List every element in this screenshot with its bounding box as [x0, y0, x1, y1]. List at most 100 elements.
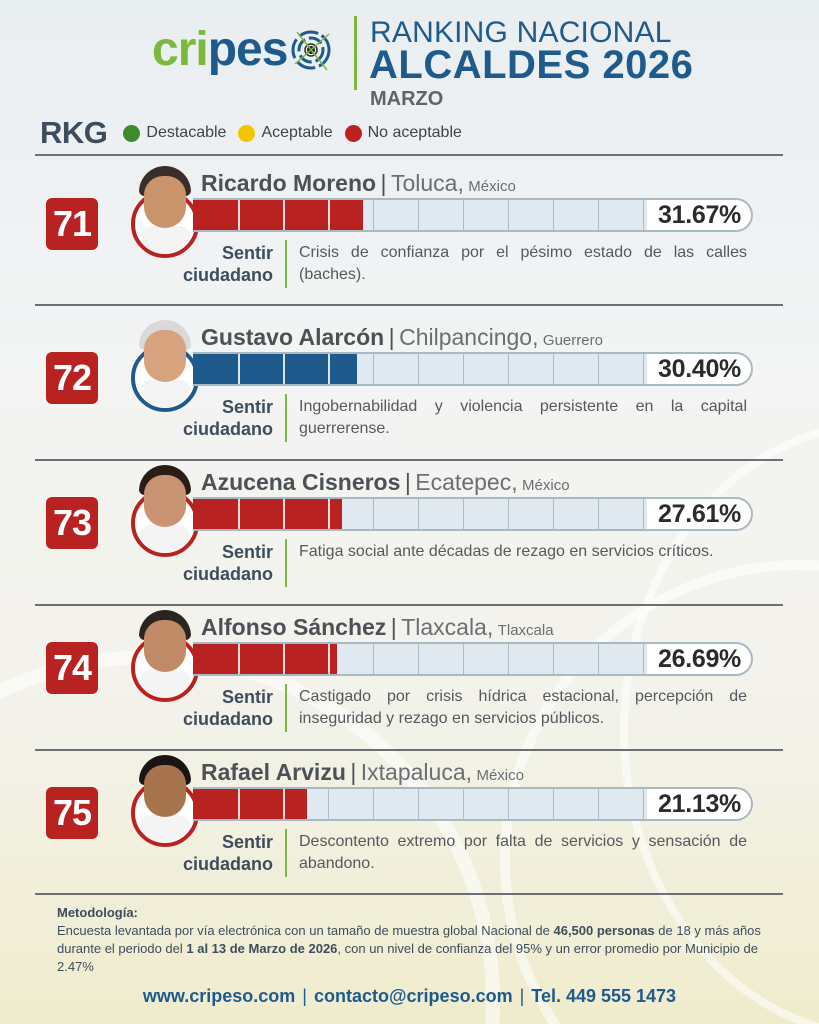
mayor-name-line: Azucena Cisneros | Ecatepec, México: [201, 469, 570, 496]
comment-divider: [285, 394, 287, 442]
bar-fill-divider: [238, 499, 240, 529]
bar-gridline: [553, 200, 554, 230]
municipality: Toluca,: [390, 170, 464, 196]
portrait-photo: [139, 610, 191, 698]
bar-gridline: [463, 789, 464, 819]
bar-gridline: [553, 644, 554, 674]
bar-fill-divider: [238, 354, 240, 384]
percent-box: 30.40%: [647, 354, 751, 384]
sentir-label-line: Sentir: [221, 687, 273, 707]
green-dot-icon: [123, 124, 141, 142]
municipality: Ixtapaluca,: [360, 759, 473, 785]
mayor-name-line: Ricardo Moreno | Toluca, México: [201, 170, 516, 197]
methodology-text-part: Encuesta levantada por vía electrónica c…: [57, 923, 554, 938]
percent-box: 21.13%: [647, 789, 751, 819]
approval-bar: 31.67%: [193, 198, 753, 232]
ranking-row: 75 Rafael Arvizu | Ixtapaluca, México: [0, 745, 819, 890]
legend-label: Destacable: [146, 124, 227, 141]
website-link[interactable]: www.cripeso.com: [142, 986, 296, 1006]
mayor-name: Alfonso Sánchez: [201, 614, 387, 640]
logo-text-cri: cri: [152, 23, 209, 76]
contact-footer: www.cripeso.com | contacto@cripeso.com | Tel…: [0, 986, 819, 1007]
sentir-label-line: ciudadano: [182, 419, 273, 439]
avatar: [131, 610, 199, 702]
ranking-row: 74 Alfonso Sánchez | Tlaxcala, Tlaxcala: [0, 600, 819, 745]
methodology: Metodología: Encuesta levantada por vía …: [57, 904, 769, 976]
approval-bar-fill: [193, 200, 363, 230]
bar-gridline: [643, 200, 644, 230]
state: México: [468, 178, 516, 195]
percent-box: 27.61%: [647, 499, 751, 529]
header: cri pes RANKING NACIONAL ALCALDES 2026 MA…: [0, 0, 819, 112]
bar-gridline: [553, 499, 554, 529]
municipality: Chilpancingo,: [399, 324, 539, 350]
bar-gridline: [418, 354, 419, 384]
email-link[interactable]: contacto@cripeso.com: [313, 986, 513, 1006]
divider: [35, 154, 783, 156]
sentir-label-line: Sentir: [221, 397, 273, 417]
bar-gridline: [598, 499, 599, 529]
rkg-label: RKG: [40, 115, 108, 150]
sentir-label-line: Sentir: [221, 832, 273, 852]
state: Guerrero: [542, 332, 603, 349]
bar-fill-divider: [238, 789, 240, 819]
bar-gridline: [463, 644, 464, 674]
methodology-text-part: de 18 y más años durante el periodo del: [57, 923, 761, 956]
bar-gridline: [418, 644, 419, 674]
divider: [35, 893, 783, 895]
citizen-comment: Descontento extremo por falta de servici…: [299, 833, 747, 872]
bar-gridline: [328, 789, 329, 819]
bar-gridline: [553, 789, 554, 819]
state: México: [476, 767, 524, 784]
divider: [35, 749, 783, 751]
approval-bar-fill: [193, 644, 337, 674]
sentir-ciudadano-label: Sentir ciudadano: [170, 686, 273, 730]
rank-badge: 71: [46, 198, 98, 250]
bar-fill-divider: [328, 644, 330, 674]
sample-size: 46,500 personas: [553, 923, 655, 938]
mayor-name: Rafael Arvizu: [201, 759, 346, 785]
avatar: [131, 320, 199, 412]
citizen-comment: Crisis de confianza por el pésimo estado…: [299, 244, 747, 283]
bar-gridline: [373, 789, 374, 819]
approval-bar: 21.13%: [193, 787, 753, 821]
logo-text-pes: pes: [207, 23, 289, 76]
portrait-photo: [139, 320, 191, 408]
sentir-label-line: ciudadano: [182, 709, 273, 729]
sentir-ciudadano-label: Sentir ciudadano: [170, 831, 273, 875]
comment-divider: [285, 539, 287, 587]
avatar: [131, 755, 199, 847]
approval-bar: 26.69%: [193, 642, 753, 676]
sentir-ciudadano-label: Sentir ciudadano: [170, 541, 273, 585]
mayor-name: Gustavo Alarcón: [201, 324, 385, 350]
bar-gridline: [508, 354, 509, 384]
avatar: [131, 465, 199, 557]
bar-gridline: [508, 499, 509, 529]
portrait-photo: [139, 166, 191, 254]
approval-percent: 26.69%: [658, 645, 741, 673]
bar-fill-divider: [283, 354, 285, 384]
bar-gridline: [373, 354, 374, 384]
bar-fill-divider: [283, 499, 285, 529]
rank-badge: 72: [46, 352, 98, 404]
state: Tlaxcala: [497, 622, 554, 639]
survey-period: 1 al 13 de Marzo de 2026: [186, 941, 338, 956]
mayor-name: Azucena Cisneros: [201, 469, 401, 495]
title-alcaldes: ALCALDES 2026: [369, 43, 694, 87]
citizen-comment: Fatiga social ante décadas de rezago en …: [299, 543, 714, 560]
comment-divider: [285, 829, 287, 877]
sentir-ciudadano-label: Sentir ciudadano: [170, 396, 273, 440]
sentir-label-line: ciudadano: [182, 854, 273, 874]
title-month: MARZO: [370, 88, 444, 110]
mayor-name-line: Rafael Arvizu | Ixtapaluca, México: [201, 759, 524, 786]
portrait-photo: [139, 755, 191, 843]
bar-gridline: [418, 789, 419, 819]
bar-gridline: [553, 354, 554, 384]
separator: |: [350, 759, 357, 785]
approval-percent: 27.61%: [658, 500, 741, 528]
sentir-label-line: ciudadano: [182, 265, 273, 285]
separator: |: [380, 170, 387, 196]
percent-box: 31.67%: [647, 200, 751, 230]
rank-badge: 73: [46, 497, 98, 549]
separator: |: [388, 324, 395, 350]
